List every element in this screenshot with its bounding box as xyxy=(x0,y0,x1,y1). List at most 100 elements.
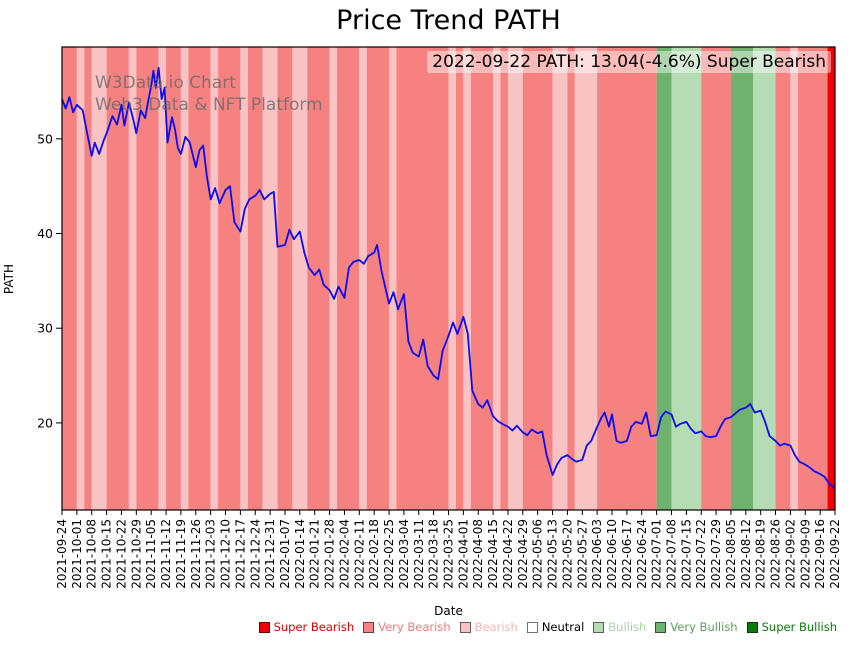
sentiment-band-bearish xyxy=(552,47,568,510)
x-tick-label: 2022-09-02 xyxy=(783,519,797,589)
legend-swatch-super-bearish xyxy=(258,621,270,633)
sentiment-band-bearish xyxy=(790,47,798,510)
sentiment-band-very_bearish xyxy=(188,47,211,510)
x-tick-label: 2021-12-24 xyxy=(248,519,262,589)
sentiment-band-bearish xyxy=(329,47,338,510)
y-tick-label: 20 xyxy=(37,415,53,430)
y-tick-label: 30 xyxy=(37,321,53,336)
x-tick-label: 2022-04-15 xyxy=(486,519,500,589)
latest-value-annotation: 2022-09-22 PATH: 13.04(-4.6%) Super Bear… xyxy=(427,51,831,73)
legend-label-neutral: Neutral xyxy=(541,620,585,634)
sentiment-band-bearish xyxy=(463,47,471,510)
legend-item-very-bullish: Very Bullish xyxy=(655,620,738,634)
sentiment-band-bearish xyxy=(210,47,219,510)
y-axis-ticks: 20 30 40 50 xyxy=(37,131,62,430)
legend-item-super-bearish: Super Bearish xyxy=(258,620,355,634)
x-tick-label: 2021-11-12 xyxy=(159,519,173,589)
x-tick-label: 2021-11-05 xyxy=(144,519,158,589)
sentiment-band-very_bearish xyxy=(701,47,731,510)
sentiment-band-bullish xyxy=(753,47,776,510)
x-tick-label: 2022-08-12 xyxy=(739,519,753,589)
x-tick-label: 2022-09-22 xyxy=(828,519,842,589)
legend-label-bearish: Bearish xyxy=(474,620,518,634)
sentiment-band-very_bearish xyxy=(396,47,449,510)
x-tick-label: 2022-02-11 xyxy=(352,519,366,589)
x-tick-label: 2022-03-04 xyxy=(397,519,411,589)
x-tick-label: 2022-01-14 xyxy=(293,519,307,589)
legend-swatch-bearish xyxy=(459,621,471,633)
x-tick-label: 2022-04-08 xyxy=(471,519,485,589)
x-tick-label: 2021-09-24 xyxy=(55,519,69,589)
x-tick-label: 2022-09-09 xyxy=(798,519,812,589)
sentiment-band-very_bearish xyxy=(136,47,159,510)
x-tick-label: 2022-08-26 xyxy=(769,519,783,589)
x-tick-label: 2021-10-01 xyxy=(70,519,84,589)
chart-title: Price Trend PATH xyxy=(336,5,561,36)
x-tick-label: 2022-02-04 xyxy=(337,519,351,589)
legend-item-bullish: Bullish xyxy=(593,620,646,634)
sentiment-band-very_bearish xyxy=(797,47,828,510)
x-tick-label: 2022-04-22 xyxy=(501,519,515,589)
sentiment-band-very_bullish xyxy=(656,47,672,510)
sentiment-band-bearish xyxy=(448,47,456,510)
sentiment-band-very_bearish xyxy=(522,47,553,510)
legend-item-neutral: Neutral xyxy=(526,620,585,634)
x-tick-label: 2022-06-24 xyxy=(635,519,649,589)
x-tick-label: 2021-11-19 xyxy=(174,519,188,589)
legend: Super Bearish Very Bearish Bearish Neutral B… xyxy=(258,620,837,634)
sentiment-band-bearish xyxy=(180,47,189,510)
price-line xyxy=(61,66,836,490)
sentiment-band-bullish xyxy=(671,47,702,510)
x-tick-label: 2021-10-15 xyxy=(100,519,114,589)
sentiment-band-bearish xyxy=(359,47,367,510)
sentiment-band-very_bearish xyxy=(277,47,293,510)
sentiment-band-bearish xyxy=(91,47,107,510)
sentiment-band-very_bullish xyxy=(730,47,754,510)
x-tick-label: 2022-08-05 xyxy=(724,519,738,589)
legend-item-very-bearish: Very Bearish xyxy=(363,620,451,634)
x-axis-ticks: 2021-09-24 2021-10-01 2021-10-08 2021-10-15… xyxy=(55,510,842,589)
x-tick-label: 2022-01-28 xyxy=(323,519,337,589)
legend-label-very-bullish: Very Bullish xyxy=(670,620,738,634)
sentiment-band-bearish xyxy=(128,47,137,510)
x-tick-label: 2022-01-07 xyxy=(278,519,292,589)
x-tick-label: 2022-06-03 xyxy=(590,519,604,589)
x-tick-label: 2022-08-19 xyxy=(754,519,768,589)
sentiment-band-bearish xyxy=(292,47,308,510)
legend-label-super-bullish: Super Bullish xyxy=(761,620,837,634)
sentiment-band-bearish xyxy=(76,47,85,510)
sentiment-band-very_bearish xyxy=(500,47,508,510)
x-tick-label: 2022-05-20 xyxy=(560,519,574,589)
sentiment-band-very_bearish xyxy=(567,47,575,510)
x-tick-label: 2022-04-29 xyxy=(516,519,530,589)
x-tick-label: 2022-03-11 xyxy=(412,519,426,589)
sentiment-band-very_bearish xyxy=(307,47,330,510)
legend-label-super-bearish: Super Bearish xyxy=(273,620,355,634)
sentiment-band-very_bearish xyxy=(775,47,791,510)
legend-swatch-very-bullish xyxy=(655,621,667,633)
x-tick-label: 2022-07-15 xyxy=(679,519,693,589)
legend-item-super-bullish: Super Bullish xyxy=(746,620,837,634)
sentiment-band-very_bearish xyxy=(455,47,464,510)
x-tick-label: 2021-10-22 xyxy=(114,519,128,589)
x-tick-label: 2021-12-17 xyxy=(233,519,247,589)
x-tick-label: 2021-10-08 xyxy=(85,519,99,589)
sentiment-band-very_bearish xyxy=(218,47,241,510)
x-tick-label: 2021-12-10 xyxy=(219,519,233,589)
x-tick-label: 2022-06-10 xyxy=(605,519,619,589)
x-tick-label: 2022-09-16 xyxy=(813,519,827,589)
legend-swatch-very-bearish xyxy=(363,621,375,633)
x-tick-label: 2022-07-01 xyxy=(650,519,664,589)
x-tick-label: 2022-06-17 xyxy=(620,519,634,589)
sentiment-band-bearish xyxy=(240,47,248,510)
y-tick-label: 40 xyxy=(37,226,53,241)
legend-swatch-bullish xyxy=(593,621,605,633)
x-tick-label: 2022-07-08 xyxy=(664,519,678,589)
legend-swatch-neutral xyxy=(526,621,538,633)
x-tick-label: 2021-11-26 xyxy=(189,519,203,589)
legend-label-very-bearish: Very Bearish xyxy=(378,620,451,634)
x-tick-label: 2022-05-13 xyxy=(546,519,560,589)
sentiment-band-very_bearish xyxy=(366,47,390,510)
